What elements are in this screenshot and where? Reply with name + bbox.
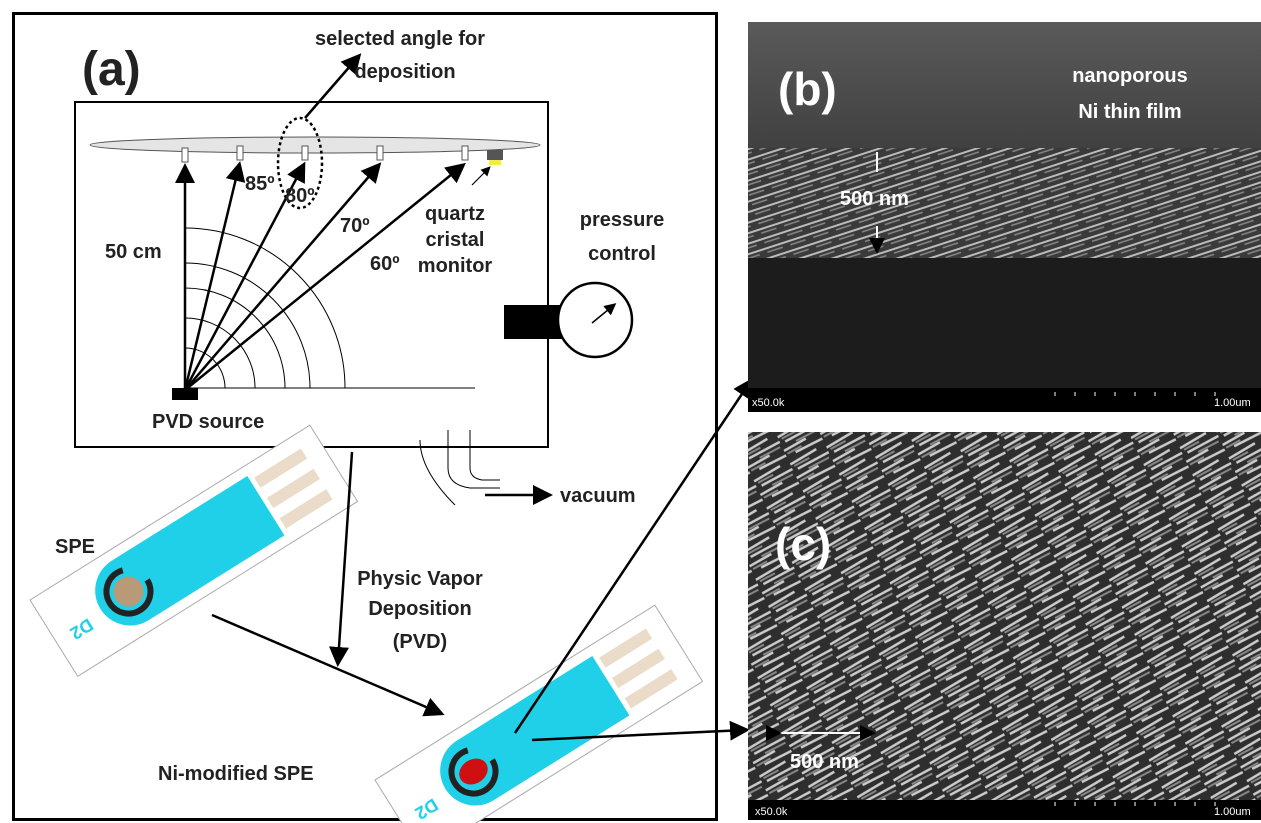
angle-label: 70º <box>340 215 370 237</box>
scale-text: 1.00um <box>1214 397 1251 409</box>
panel-label: (a) <box>82 43 141 96</box>
magnification: x50.0k <box>755 806 788 818</box>
annotation: (PVD) <box>393 631 447 653</box>
annotation: cristal <box>426 229 485 251</box>
spe-label: SPE <box>55 536 95 558</box>
annotation: Deposition <box>368 598 471 620</box>
annotation: Physic Vapor <box>357 568 483 590</box>
quartz-monitor <box>487 150 503 160</box>
annotation: control <box>588 243 656 265</box>
annotation: monitor <box>418 255 493 277</box>
annotation: selected angle for <box>315 28 485 50</box>
source-label: PVD source <box>152 411 264 433</box>
annotation: nanoporous <box>1072 65 1188 87</box>
angle-label: 85º <box>245 173 275 195</box>
quartz-crystal <box>489 160 501 165</box>
figure: (a) selected angle for deposition 85º 80… <box>0 0 1261 823</box>
angle-label: 60º <box>370 253 400 275</box>
annotation: Ni thin film <box>1078 101 1181 123</box>
annotation: quartz <box>425 203 485 225</box>
holder-disc <box>90 137 540 153</box>
annotation: deposition <box>354 61 455 83</box>
panel-label: (c) <box>775 518 831 570</box>
magnification: x50.0k <box>752 397 785 409</box>
vacuum-label: vacuum <box>560 485 636 507</box>
pvd-source <box>172 388 198 400</box>
distance-label: 50 cm <box>105 241 162 263</box>
angle-label: 80º <box>285 185 315 207</box>
scale-bar-label: 500 nm <box>790 751 859 773</box>
panel-label: (b) <box>778 63 837 115</box>
gauge-mount <box>504 305 562 339</box>
thickness-label: 500 nm <box>840 188 909 210</box>
ni-spe-label: Ni-modified SPE <box>158 763 314 785</box>
annotation: pressure <box>580 209 665 231</box>
scale-text: 1.00um <box>1214 806 1251 818</box>
